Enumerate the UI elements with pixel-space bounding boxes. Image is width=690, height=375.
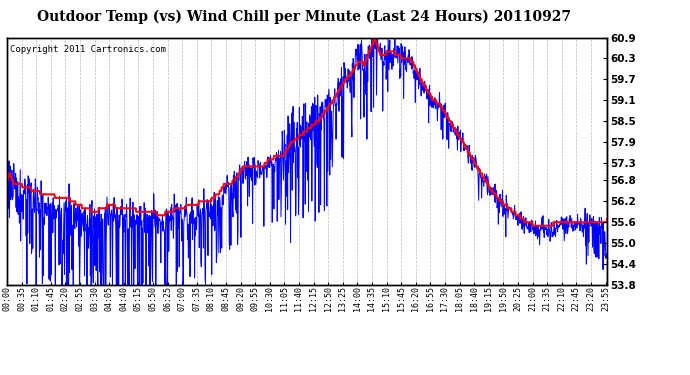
- Text: Outdoor Temp (vs) Wind Chill per Minute (Last 24 Hours) 20110927: Outdoor Temp (vs) Wind Chill per Minute …: [37, 9, 571, 24]
- Text: Copyright 2011 Cartronics.com: Copyright 2011 Cartronics.com: [10, 45, 166, 54]
